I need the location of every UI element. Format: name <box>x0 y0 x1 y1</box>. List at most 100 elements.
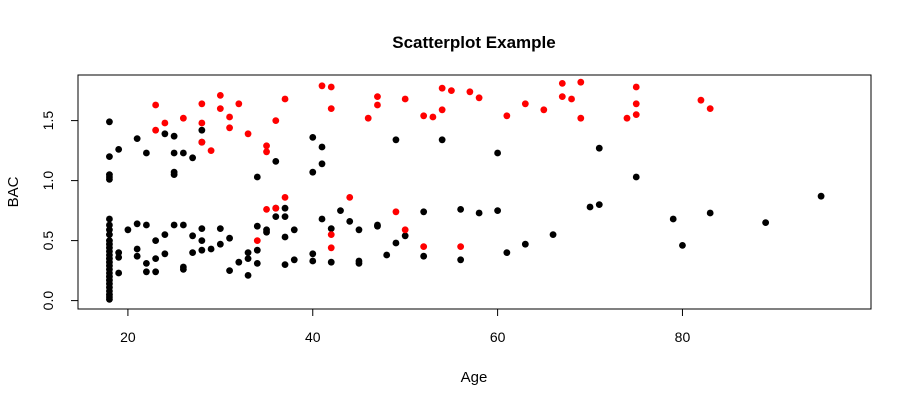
data-point <box>179 149 187 157</box>
data-point <box>401 232 409 240</box>
data-point <box>253 260 261 267</box>
data-point <box>244 130 252 138</box>
data-point <box>106 118 113 126</box>
data-point <box>281 233 289 241</box>
data-point <box>392 208 400 216</box>
data-point <box>161 130 169 138</box>
data-point <box>355 226 363 234</box>
data-point <box>577 114 585 122</box>
data-point <box>281 194 289 201</box>
data-point <box>475 94 483 102</box>
data-point <box>383 251 391 259</box>
data-point <box>318 215 326 223</box>
data-point <box>374 93 381 100</box>
data-point <box>216 105 224 112</box>
data-point <box>152 268 160 276</box>
data-point <box>466 88 474 96</box>
data-point <box>586 203 594 211</box>
data-point <box>244 249 252 256</box>
data-point <box>170 132 178 140</box>
data-point <box>420 208 428 216</box>
data-point <box>577 78 585 86</box>
data-point <box>475 209 483 217</box>
data-point <box>679 242 686 249</box>
data-point <box>494 207 502 215</box>
data-point <box>706 105 714 112</box>
y-axis-label: BAC <box>5 176 22 207</box>
data-point <box>438 106 446 114</box>
data-point <box>420 243 428 251</box>
data-point <box>216 240 224 248</box>
x-tick-label: 80 <box>675 329 691 345</box>
data-point <box>142 221 150 229</box>
data-point <box>152 126 160 134</box>
data-point <box>595 201 603 209</box>
data-point <box>207 147 215 155</box>
data-point <box>263 142 270 150</box>
data-point <box>337 207 344 215</box>
data-point <box>179 221 187 229</box>
data-point <box>309 134 317 141</box>
data-point <box>281 204 289 212</box>
data-point <box>558 93 566 100</box>
data-point <box>632 83 640 91</box>
data-point <box>706 209 714 217</box>
data-point <box>189 249 197 256</box>
data-point <box>142 260 150 267</box>
data-point <box>281 95 289 103</box>
data-point <box>281 213 289 221</box>
chart-title: Scatterplot Example <box>392 33 555 52</box>
data-point <box>198 237 206 245</box>
data-point <box>263 148 270 156</box>
data-point <box>632 173 640 181</box>
data-point <box>235 100 243 108</box>
data-point <box>420 112 428 120</box>
data-point <box>133 220 141 228</box>
data-point <box>170 149 178 157</box>
data-point <box>263 228 270 236</box>
series-1 <box>152 78 714 252</box>
data-point <box>429 113 437 121</box>
data-point <box>623 114 631 122</box>
data-point <box>198 119 206 127</box>
data-point <box>198 225 206 233</box>
data-point <box>364 114 372 122</box>
x-axis-label: Age <box>461 369 488 386</box>
data-point <box>521 100 529 108</box>
y-tick-label: 1.5 <box>40 111 56 131</box>
data-point <box>226 124 233 132</box>
data-point <box>179 266 187 273</box>
data-point <box>198 138 206 146</box>
data-point <box>632 111 640 118</box>
data-point <box>161 119 169 127</box>
data-point <box>216 92 224 99</box>
data-point <box>568 95 575 103</box>
data-point <box>374 222 381 230</box>
data-point <box>106 221 113 229</box>
x-axis: 20 40 60 80 <box>120 308 691 345</box>
data-point <box>253 237 261 245</box>
data-point <box>494 149 502 157</box>
data-point <box>327 258 335 266</box>
data-point <box>152 101 160 109</box>
data-point <box>189 232 197 240</box>
data-point <box>290 256 298 264</box>
data-point <box>152 237 160 245</box>
data-point <box>106 176 113 183</box>
data-point <box>106 296 113 303</box>
data-point <box>152 255 160 262</box>
data-point <box>198 126 206 134</box>
data-point <box>309 168 317 176</box>
data-point <box>309 257 317 265</box>
data-point <box>392 239 400 247</box>
x-tick-label: 20 <box>120 329 136 345</box>
data-point <box>106 226 113 234</box>
data-point <box>540 106 548 114</box>
data-point <box>392 136 400 144</box>
data-point <box>272 158 280 165</box>
data-point <box>189 154 197 162</box>
data-point <box>762 219 770 227</box>
data-point <box>457 206 465 213</box>
data-point <box>198 100 206 108</box>
